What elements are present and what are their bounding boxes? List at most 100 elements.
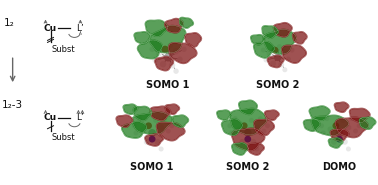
Circle shape xyxy=(245,130,251,136)
Circle shape xyxy=(162,46,168,52)
Circle shape xyxy=(328,127,333,132)
Text: 1₂-3: 1₂-3 xyxy=(2,100,23,110)
Polygon shape xyxy=(122,122,147,138)
Circle shape xyxy=(174,69,178,73)
Circle shape xyxy=(174,49,178,54)
Polygon shape xyxy=(222,119,242,135)
Circle shape xyxy=(249,119,253,122)
Circle shape xyxy=(290,48,294,52)
Text: L’: L’ xyxy=(76,24,84,33)
Text: Cu: Cu xyxy=(44,113,57,122)
Polygon shape xyxy=(335,102,349,112)
Circle shape xyxy=(333,123,339,128)
Polygon shape xyxy=(309,106,330,120)
Circle shape xyxy=(332,140,336,144)
Circle shape xyxy=(283,68,287,72)
Circle shape xyxy=(228,124,232,127)
Circle shape xyxy=(178,57,182,61)
Circle shape xyxy=(240,140,245,144)
Polygon shape xyxy=(217,110,231,120)
Text: SOMO 2: SOMO 2 xyxy=(226,162,270,172)
Polygon shape xyxy=(172,115,189,127)
Polygon shape xyxy=(330,129,349,141)
Polygon shape xyxy=(165,18,183,33)
Polygon shape xyxy=(134,32,151,44)
Circle shape xyxy=(138,117,141,120)
Polygon shape xyxy=(282,45,306,63)
Circle shape xyxy=(274,54,281,60)
Circle shape xyxy=(164,54,172,61)
Polygon shape xyxy=(123,104,138,114)
Circle shape xyxy=(262,48,265,52)
Circle shape xyxy=(132,124,136,127)
Circle shape xyxy=(170,63,175,68)
Polygon shape xyxy=(293,32,307,44)
Circle shape xyxy=(271,61,276,66)
Circle shape xyxy=(150,47,154,51)
Text: L’: L’ xyxy=(76,113,84,122)
Circle shape xyxy=(325,117,329,120)
Circle shape xyxy=(320,124,323,127)
Polygon shape xyxy=(150,106,171,120)
Circle shape xyxy=(230,131,234,135)
Circle shape xyxy=(262,129,266,133)
Circle shape xyxy=(279,62,284,67)
Circle shape xyxy=(347,147,350,151)
Polygon shape xyxy=(185,33,201,47)
Circle shape xyxy=(242,123,247,128)
Circle shape xyxy=(156,51,162,56)
Polygon shape xyxy=(239,100,257,115)
Circle shape xyxy=(342,140,347,144)
Circle shape xyxy=(259,117,262,120)
Circle shape xyxy=(146,123,151,128)
Text: SOMO 1: SOMO 1 xyxy=(130,162,174,172)
Polygon shape xyxy=(169,43,197,63)
Circle shape xyxy=(272,47,278,53)
Circle shape xyxy=(154,119,158,122)
Circle shape xyxy=(141,127,146,132)
Circle shape xyxy=(161,62,166,67)
Polygon shape xyxy=(350,108,370,122)
Text: SOMO 1: SOMO 1 xyxy=(146,80,190,90)
Polygon shape xyxy=(254,119,274,136)
Circle shape xyxy=(149,137,155,142)
Circle shape xyxy=(322,131,325,135)
Text: Cu: Cu xyxy=(44,24,57,33)
Polygon shape xyxy=(145,20,168,36)
Text: Subst: Subst xyxy=(51,45,75,54)
Circle shape xyxy=(245,137,251,142)
Polygon shape xyxy=(229,108,267,135)
Polygon shape xyxy=(328,138,343,148)
Circle shape xyxy=(346,125,351,130)
Polygon shape xyxy=(133,106,152,121)
Polygon shape xyxy=(155,56,174,71)
Polygon shape xyxy=(311,115,349,136)
Polygon shape xyxy=(335,117,368,138)
Circle shape xyxy=(267,51,272,56)
Circle shape xyxy=(237,127,241,132)
Polygon shape xyxy=(254,42,274,58)
Polygon shape xyxy=(265,110,279,120)
Circle shape xyxy=(159,125,163,130)
Circle shape xyxy=(155,140,160,144)
Polygon shape xyxy=(359,117,376,129)
Circle shape xyxy=(255,147,259,151)
Circle shape xyxy=(159,147,163,151)
Circle shape xyxy=(144,140,149,144)
Polygon shape xyxy=(251,35,265,45)
Text: Subst: Subst xyxy=(51,133,75,142)
Circle shape xyxy=(234,117,237,120)
Polygon shape xyxy=(116,115,133,127)
Circle shape xyxy=(182,47,186,51)
Polygon shape xyxy=(180,17,194,28)
Text: SOMO 2: SOMO 2 xyxy=(256,80,299,90)
Circle shape xyxy=(278,45,281,48)
Circle shape xyxy=(264,58,268,62)
Circle shape xyxy=(287,57,290,61)
Circle shape xyxy=(168,43,172,47)
Polygon shape xyxy=(132,112,173,134)
Circle shape xyxy=(149,130,155,136)
Circle shape xyxy=(163,117,166,120)
Circle shape xyxy=(350,117,354,120)
Polygon shape xyxy=(232,128,265,151)
